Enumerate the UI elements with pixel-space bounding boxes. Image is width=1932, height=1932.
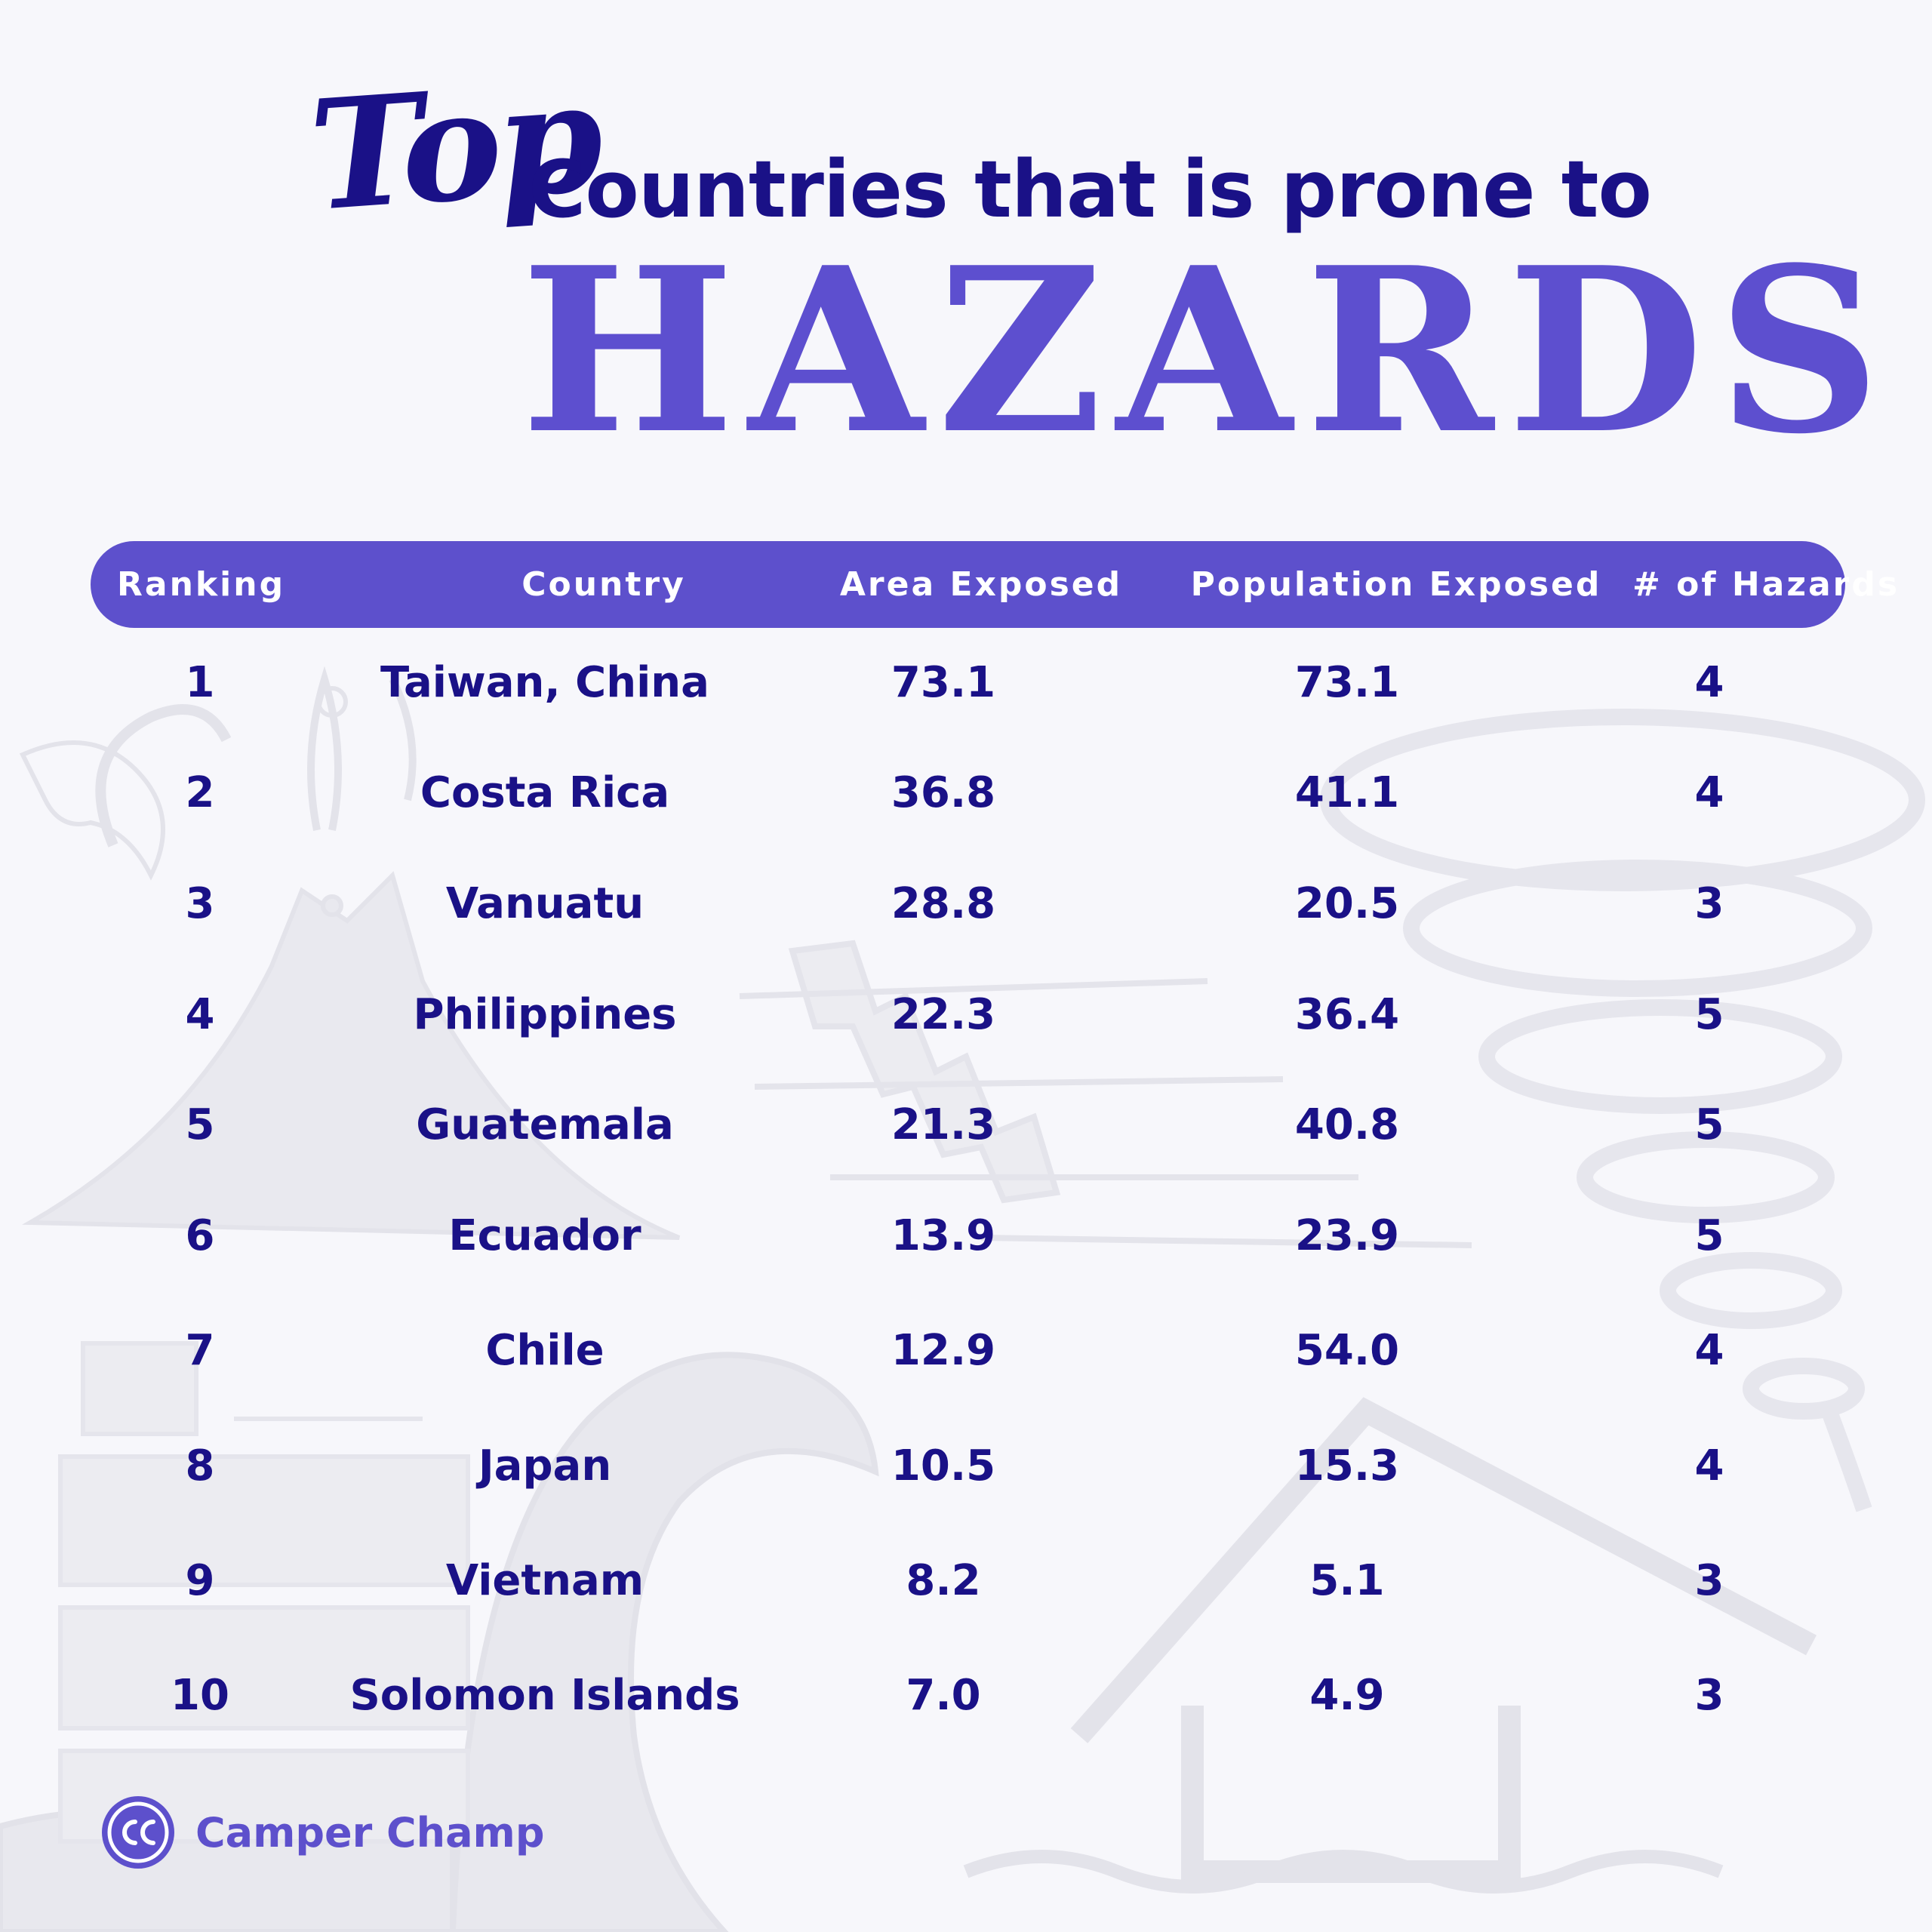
- column-header-hazards-count: # of Hazards: [1632, 565, 1900, 604]
- cell-area-exposed: 10.5: [891, 1441, 996, 1491]
- cell-hazards-count: 3: [1694, 1671, 1724, 1720]
- cell-area-exposed: 36.8: [891, 768, 996, 817]
- cell-country: Taiwan, China: [380, 658, 709, 707]
- cell-country: Costa Rica: [420, 768, 670, 817]
- cell-hazards-count: 4: [1694, 1326, 1724, 1375]
- page-title: Countries that is prone to: [528, 143, 1652, 235]
- table-row: 9 Vietnam 8.2 5.1 3: [0, 1547, 1932, 1615]
- cell-country: Vanuatu: [445, 879, 645, 928]
- column-header-area-exposed: Area Exposed: [839, 565, 1123, 604]
- cell-ranking: 10: [171, 1671, 229, 1720]
- table-row: 3 Vanuatu 28.8 20.5 3: [0, 870, 1932, 938]
- table-row: 1 Taiwan, China 73.1 73.1 4: [0, 649, 1932, 717]
- cell-population-exposed: 73.1: [1294, 658, 1400, 707]
- cell-country: Chile: [485, 1326, 605, 1375]
- cell-hazards-count: 5: [1694, 1211, 1724, 1260]
- cell-area-exposed: 28.8: [891, 879, 996, 928]
- cell-ranking: 5: [185, 1100, 215, 1149]
- cell-hazards-count: 4: [1694, 768, 1724, 817]
- cell-population-exposed: 40.8: [1294, 1100, 1400, 1149]
- table-row: 5 Guatemala 21.3 40.8 5: [0, 1091, 1932, 1159]
- earthquake-crack-illustration: [739, 940, 1472, 1248]
- cell-population-exposed: 5.1: [1309, 1556, 1385, 1605]
- cell-population-exposed: 20.5: [1294, 879, 1400, 928]
- cell-population-exposed: 41.1: [1294, 768, 1400, 817]
- cell-country: Guatemala: [416, 1100, 674, 1149]
- cell-area-exposed: 22.3: [891, 990, 996, 1039]
- cell-country: Japan: [478, 1441, 612, 1491]
- tornado-illustration: [1320, 709, 1925, 1512]
- cell-ranking: 8: [185, 1441, 215, 1491]
- column-header-population-exposed: Population Exposed: [1190, 565, 1602, 604]
- cell-country: Ecuador: [448, 1211, 641, 1260]
- cell-area-exposed: 13.9: [891, 1211, 996, 1260]
- column-header-country: Country: [521, 565, 686, 604]
- cell-ranking: 9: [185, 1556, 215, 1605]
- cc-logo-icon: [102, 1796, 174, 1869]
- table-row: 2 Costa Rica 36.8 41.1 4: [0, 759, 1932, 827]
- column-header-ranking: Ranking: [117, 565, 286, 604]
- cell-population-exposed: 4.9: [1309, 1671, 1385, 1720]
- table-row: 7 Chile 12.9 54.0 4: [0, 1317, 1932, 1385]
- cell-hazards-count: 5: [1694, 1100, 1724, 1149]
- table-row: 10 Solomon Islands 7.0 4.9 3: [0, 1662, 1932, 1730]
- cell-country: Vietnam: [445, 1556, 645, 1605]
- brand-name: Camper Champ: [195, 1808, 545, 1857]
- cell-ranking: 1: [185, 658, 215, 707]
- cell-hazards-count: 3: [1694, 1556, 1724, 1605]
- cell-population-exposed: 36.4: [1294, 990, 1400, 1039]
- cell-country: Solomon Islands: [349, 1671, 740, 1720]
- building-illustration: [58, 1341, 470, 1844]
- cell-country: Philippines: [413, 990, 677, 1039]
- table-row: 4 Philippines 22.3 36.4 5: [0, 981, 1932, 1049]
- cell-area-exposed: 12.9: [891, 1326, 996, 1375]
- table-row: 6 Ecuador 13.9 23.9 5: [0, 1202, 1932, 1270]
- cell-area-exposed: 73.1: [891, 658, 996, 707]
- title-emphasis: HAZARDS: [521, 217, 1895, 484]
- cell-ranking: 7: [185, 1326, 215, 1375]
- table-row: 8 Japan 10.5 15.3 4: [0, 1432, 1932, 1500]
- cell-hazards-count: 3: [1694, 879, 1724, 928]
- cell-population-exposed: 54.0: [1294, 1326, 1400, 1375]
- cell-population-exposed: 15.3: [1294, 1441, 1400, 1491]
- cell-hazards-count: 5: [1694, 990, 1724, 1039]
- cell-ranking: 3: [185, 879, 215, 928]
- cell-hazards-count: 4: [1694, 658, 1724, 707]
- cell-area-exposed: 21.3: [891, 1100, 996, 1149]
- table-header: Ranking Country Area Exposed Population …: [91, 541, 1897, 628]
- cell-hazards-count: 4: [1694, 1441, 1724, 1491]
- brand: Camper Champ: [102, 1795, 544, 1870]
- flooded-house-illustration: [963, 1397, 1817, 1894]
- cell-area-exposed: 8.2: [906, 1556, 981, 1605]
- cell-area-exposed: 7.0: [906, 1671, 981, 1720]
- cell-ranking: 4: [185, 990, 215, 1039]
- cell-population-exposed: 23.9: [1294, 1211, 1400, 1260]
- volcano-illustration: [19, 666, 681, 1240]
- cell-ranking: 6: [185, 1211, 215, 1260]
- cell-ranking: 2: [185, 768, 215, 817]
